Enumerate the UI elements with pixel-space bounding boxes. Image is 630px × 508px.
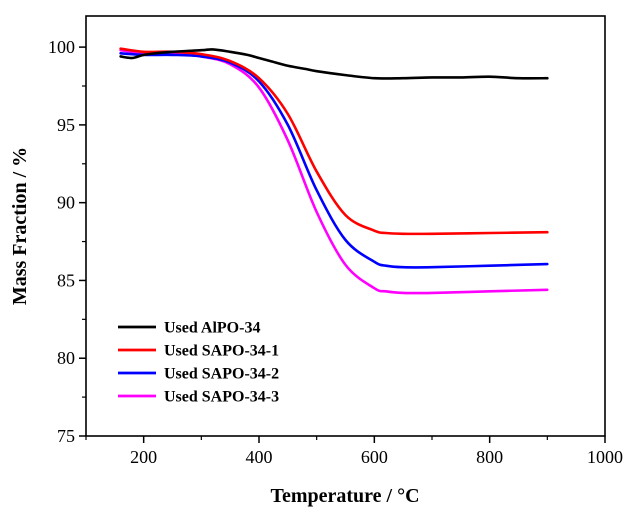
x-tick-label: 1000 — [587, 447, 623, 467]
x-tick-label: 400 — [246, 447, 273, 467]
series-line-4 — [119, 48, 549, 295]
legend-label: Used SAPO-34-2 — [164, 366, 279, 383]
series-line-1 — [119, 48, 549, 80]
legend-label: Used SAPO-34-3 — [164, 389, 279, 406]
x-tick-label: 800 — [476, 447, 503, 467]
legend: Used AlPO-34 Used SAPO-34-1 Used SAPO-34-2… — [118, 320, 279, 406]
legend-label: Used SAPO-34-1 — [164, 343, 279, 360]
y-tick-label: 75 — [57, 426, 75, 446]
series-layer — [119, 47, 549, 295]
x-axis-title: Temperature / °C — [270, 485, 419, 507]
y-tick-label: 95 — [57, 115, 75, 135]
y-tick-label: 100 — [48, 37, 75, 57]
y-tick-label: 85 — [57, 270, 75, 290]
series-line-3 — [119, 52, 549, 269]
y-tick-label: 80 — [57, 348, 75, 368]
x-tick-label: 200 — [130, 447, 157, 467]
y-axis-title: Mass Fraction / % — [9, 147, 31, 305]
ticks-layer: 200 400 600 800 1000 75 80 85 90 95 100 — [48, 37, 623, 467]
legend-label: Used AlPO-34 — [164, 320, 260, 337]
x-tick-label: 600 — [361, 447, 388, 467]
y-tick-label: 90 — [57, 193, 75, 213]
plot-frame — [85, 15, 606, 437]
